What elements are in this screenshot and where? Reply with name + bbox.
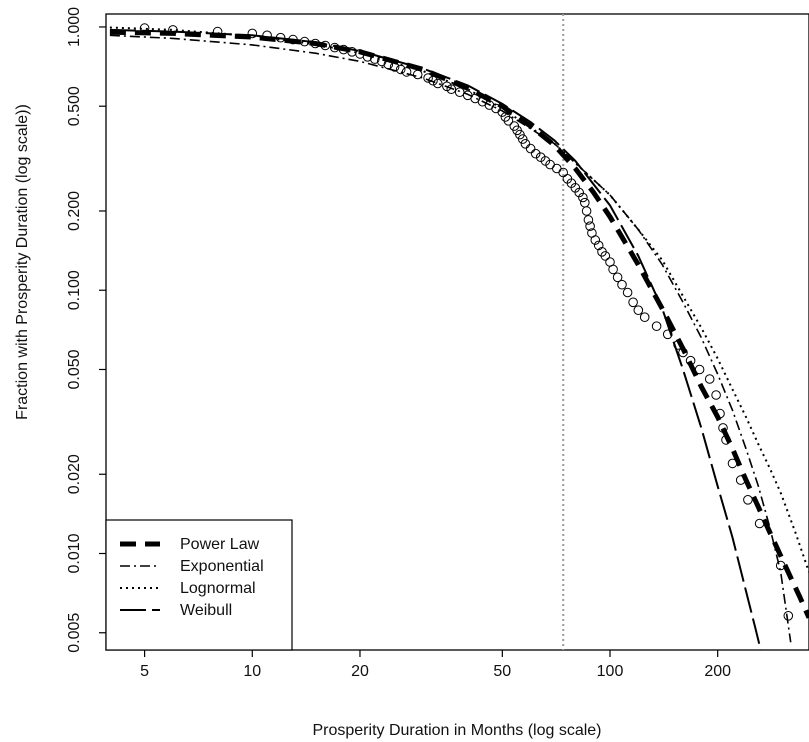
legend-label-exponential: Exponential — [180, 558, 264, 575]
data-point — [454, 87, 465, 97]
data-point — [168, 25, 178, 35]
data-point — [612, 272, 623, 283]
data-point — [383, 59, 394, 70]
legend-label-power-law: Power Law — [180, 536, 260, 553]
data-point — [639, 312, 650, 323]
data-point — [578, 192, 588, 203]
x-tick-label-10: 10 — [243, 663, 261, 680]
data-point — [275, 32, 286, 43]
axes: 5 10 20 50 100 200 0.005 0.010 0.020 0.050 0.100 0.… — [66, 7, 731, 680]
data-point — [721, 435, 731, 445]
data-point — [412, 69, 423, 80]
data-point — [735, 475, 746, 485]
y-tick-label-0.500: 0.500 — [66, 86, 83, 126]
data-point — [262, 30, 272, 41]
plot-area — [109, 14, 809, 650]
data-point — [520, 139, 531, 149]
data-point — [581, 206, 592, 216]
data-point — [593, 240, 604, 251]
data-point — [433, 78, 443, 89]
data-point — [491, 103, 501, 114]
data-point — [389, 62, 400, 72]
y-tick-label-0.005: 0.005 — [66, 613, 83, 653]
data-point — [673, 340, 683, 350]
x-tick-label-50: 50 — [493, 663, 511, 680]
data-point — [310, 38, 321, 49]
data-point — [580, 197, 590, 208]
data-point — [497, 107, 508, 117]
data-point — [651, 321, 662, 332]
x-tick-label-200: 200 — [704, 663, 731, 680]
data-point — [517, 134, 528, 144]
data-point — [288, 34, 298, 45]
x-tick-label-20: 20 — [351, 663, 369, 680]
legend-label-lognormal: Lognormal — [180, 580, 256, 597]
x-tick-label-100: 100 — [597, 663, 624, 680]
data-point — [428, 75, 438, 86]
data-point — [743, 495, 753, 505]
data-point — [530, 148, 541, 159]
data-point — [299, 36, 310, 47]
y-tick-label-0.100: 0.100 — [66, 270, 83, 310]
data-point — [754, 518, 765, 529]
y-tick-label-0.200: 0.200 — [66, 191, 83, 231]
data-point — [583, 215, 594, 225]
data-point — [139, 23, 150, 33]
legend-box — [105, 519, 293, 651]
data-point — [704, 374, 715, 384]
x-tick-label-5: 5 — [140, 663, 149, 680]
data-point — [678, 347, 688, 358]
y-tick-label-1.000: 1.000 — [66, 7, 83, 47]
data-point — [633, 305, 644, 316]
data-point — [212, 26, 223, 37]
data-point — [715, 408, 725, 419]
plot-border — [105, 13, 809, 651]
data-point — [503, 116, 514, 126]
data-point — [395, 64, 406, 75]
data-point — [574, 187, 585, 198]
data-point — [362, 52, 373, 62]
data-point — [622, 287, 633, 298]
x-axis-title: Prosperity Duration in Months (log scale… — [312, 722, 601, 739]
data-point — [590, 235, 601, 245]
data-point — [662, 329, 673, 340]
y-tick-label-0.050: 0.050 — [66, 349, 83, 389]
data-point — [685, 355, 696, 366]
data-point — [525, 143, 536, 154]
data-point — [694, 364, 705, 375]
data-point — [329, 42, 340, 53]
data-point — [585, 221, 595, 231]
series-line-weibull — [109, 28, 762, 650]
data-point — [617, 279, 627, 290]
data-point — [718, 423, 728, 433]
data-point — [376, 56, 387, 67]
data-point — [370, 54, 380, 64]
y-axis-title: Fraction with Prosperity Duration (log s… — [14, 104, 31, 420]
data-point — [552, 163, 562, 174]
y-tick-label-0.010: 0.010 — [66, 533, 83, 573]
data-point — [711, 390, 721, 400]
legend: Power Law Exponential Lognormal Weibull — [105, 519, 293, 651]
data-point — [775, 560, 786, 571]
data-point — [628, 297, 638, 308]
y-tick-label-0.020: 0.020 — [66, 454, 83, 494]
series-line-lognormal — [109, 26, 809, 573]
data-point — [600, 251, 611, 261]
data-point — [247, 28, 258, 39]
data-point — [401, 67, 412, 77]
data-point — [423, 73, 433, 83]
data-point — [446, 84, 457, 94]
data-point — [783, 611, 794, 621]
data-point — [727, 458, 738, 469]
data-point — [320, 40, 331, 51]
legend-label-weibull: Weibull — [180, 602, 232, 619]
data-point — [608, 264, 618, 275]
